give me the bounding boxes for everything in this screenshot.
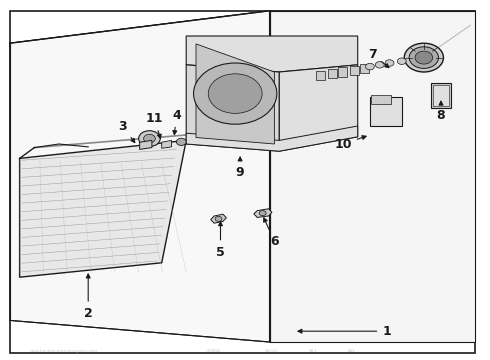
Polygon shape <box>140 140 152 149</box>
Text: 4: 4 <box>172 109 181 135</box>
Text: 5: 5 <box>216 222 225 258</box>
Text: 33112: 33112 <box>265 349 277 353</box>
Circle shape <box>259 211 266 216</box>
Circle shape <box>215 216 222 221</box>
Polygon shape <box>338 67 347 77</box>
Polygon shape <box>270 11 475 342</box>
Polygon shape <box>328 69 337 78</box>
Text: 10: 10 <box>334 136 366 150</box>
Circle shape <box>208 74 262 113</box>
Text: 1: 1 <box>298 325 391 338</box>
Circle shape <box>409 47 439 68</box>
Circle shape <box>397 58 406 64</box>
Polygon shape <box>186 36 358 72</box>
Polygon shape <box>162 140 172 148</box>
Text: 11: 11 <box>146 112 163 138</box>
Circle shape <box>176 138 186 145</box>
Circle shape <box>194 63 277 124</box>
Text: SR3: SR3 <box>309 349 317 353</box>
Bar <box>371 95 391 104</box>
Polygon shape <box>20 140 186 277</box>
Circle shape <box>139 131 160 147</box>
Polygon shape <box>254 209 272 217</box>
Polygon shape <box>196 44 274 144</box>
Circle shape <box>375 62 384 68</box>
Polygon shape <box>186 65 279 151</box>
Text: 8: 8 <box>437 101 445 122</box>
Circle shape <box>404 43 443 72</box>
Text: 2: 2 <box>84 274 93 320</box>
Polygon shape <box>316 71 325 80</box>
Text: 6: 6 <box>264 218 279 248</box>
Text: HONDA: HONDA <box>206 349 221 353</box>
Bar <box>433 85 449 106</box>
Text: 9: 9 <box>236 157 245 179</box>
Text: www.hondaautomotiveparts.com: www.hondaautomotiveparts.com <box>29 349 98 353</box>
Circle shape <box>385 60 394 66</box>
Polygon shape <box>360 64 369 73</box>
Bar <box>431 83 451 108</box>
Circle shape <box>366 63 374 70</box>
Polygon shape <box>10 11 475 43</box>
Polygon shape <box>186 126 358 151</box>
Polygon shape <box>211 214 226 223</box>
Polygon shape <box>279 65 358 151</box>
Polygon shape <box>10 11 270 342</box>
Text: 3: 3 <box>118 120 135 143</box>
Circle shape <box>144 134 155 143</box>
Text: A01: A01 <box>348 349 356 353</box>
Circle shape <box>415 51 433 64</box>
Polygon shape <box>350 66 359 75</box>
Bar <box>370 97 402 126</box>
Text: 7: 7 <box>368 48 389 68</box>
